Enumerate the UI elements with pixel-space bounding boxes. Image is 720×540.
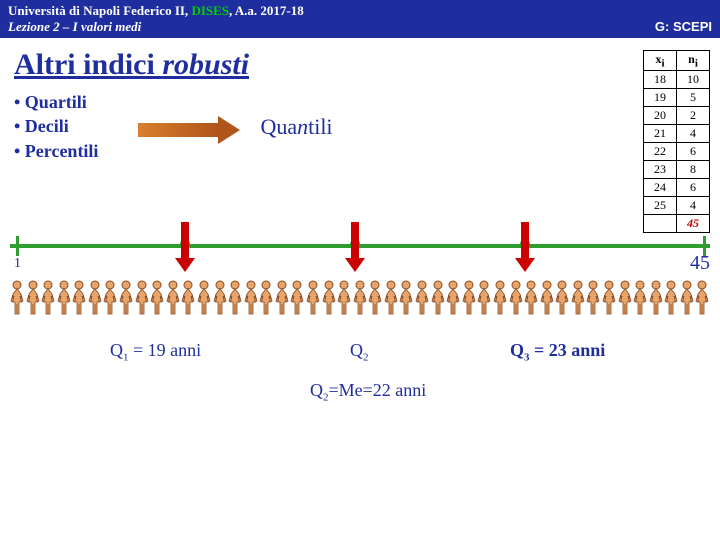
table-row: 246: [644, 179, 710, 197]
author-label: G: SCEPI: [655, 19, 712, 35]
table-row: 254: [644, 197, 710, 215]
person-icon: [213, 280, 227, 316]
table-row: 238: [644, 161, 710, 179]
person-icon: [493, 280, 507, 316]
table-header: xi ni: [644, 51, 710, 71]
header-line1: Università di Napoli Federico II, DISES,…: [8, 3, 712, 19]
person-icon: [524, 280, 538, 316]
numline-axis: [10, 244, 710, 248]
person-icon: [181, 280, 195, 316]
slide-header: Università di Napoli Federico II, DISES,…: [0, 0, 720, 38]
q1-label: Q1 = 19 anni: [110, 340, 201, 364]
col-xi: xi: [644, 51, 677, 71]
slide-title: Altri indici robusti: [0, 38, 720, 90]
person-icon: [88, 280, 102, 316]
person-icon: [197, 280, 211, 316]
person-icon: [57, 280, 71, 316]
person-icon: [10, 280, 24, 316]
person-icon: [462, 280, 476, 316]
person-icon: [618, 280, 632, 316]
title-part2: robusti: [162, 48, 249, 81]
quartile-arrow-icon: [351, 222, 359, 272]
person-icon: [259, 280, 273, 316]
person-icon: [384, 280, 398, 316]
quartile-arrow-icon: [521, 222, 529, 272]
person-icon: [228, 280, 242, 316]
quartile-arrow-icon: [181, 222, 189, 272]
acad-year: , A.a. 2017-18: [229, 3, 304, 18]
table-row: 195: [644, 89, 710, 107]
person-icon: [26, 280, 40, 316]
bullet-percentili: • Percentili: [14, 139, 98, 163]
q2-median-label: Q2=Me=22 anni: [310, 380, 426, 404]
person-icon: [680, 280, 694, 316]
person-icon: [540, 280, 554, 316]
person-icon: [244, 280, 258, 316]
person-icon: [368, 280, 382, 316]
arrow-icon: [138, 116, 240, 144]
numline-label-45: 45: [690, 252, 710, 275]
table-row: 214: [644, 125, 710, 143]
person-icon: [399, 280, 413, 316]
quantili-label: Quantili: [260, 114, 332, 140]
person-icon: [119, 280, 133, 316]
q2-label: Q2: [350, 340, 369, 364]
table-row: 202: [644, 107, 710, 125]
people-row: [10, 280, 710, 316]
univ-name: Università di Napoli Federico II,: [8, 3, 191, 18]
person-icon: [602, 280, 616, 316]
person-icon: [166, 280, 180, 316]
lecture-label: Lezione 2 – I valori medi: [8, 19, 141, 35]
table-row: 226: [644, 143, 710, 161]
person-icon: [431, 280, 445, 316]
q3-label: Q3 = 23 anni: [510, 340, 605, 364]
person-icon: [571, 280, 585, 316]
bullet-decili: • Decili: [14, 114, 98, 138]
person-icon: [275, 280, 289, 316]
title-part1: Altri indici: [14, 48, 162, 81]
person-icon: [509, 280, 523, 316]
person-icon: [306, 280, 320, 316]
person-icon: [353, 280, 367, 316]
person-icon: [477, 280, 491, 316]
person-icon: [41, 280, 55, 316]
person-icon: [633, 280, 647, 316]
person-icon: [415, 280, 429, 316]
person-icon: [72, 280, 86, 316]
bullet-list: • Quartili • Decili • Percentili: [14, 90, 98, 163]
person-icon: [695, 280, 709, 316]
person-icon: [337, 280, 351, 316]
header-line2: Lezione 2 – I valori medi G: SCEPI: [8, 19, 712, 35]
numline-label-1: 1: [14, 256, 21, 272]
table-row: 1810: [644, 71, 710, 89]
person-icon: [103, 280, 117, 316]
person-icon: [150, 280, 164, 316]
person-icon: [586, 280, 600, 316]
bullet-quartili: • Quartili: [14, 90, 98, 114]
person-icon: [290, 280, 304, 316]
content-row: • Quartili • Decili • Percentili Quantil…: [0, 90, 720, 163]
col-ni: ni: [677, 51, 710, 71]
person-icon: [664, 280, 678, 316]
person-icon: [446, 280, 460, 316]
dept-name: DISES: [191, 3, 229, 18]
person-icon: [135, 280, 149, 316]
frequency-table: xi ni 181019520221422623824625445: [643, 50, 710, 233]
person-icon: [322, 280, 336, 316]
tick-left: [16, 236, 19, 256]
person-icon: [555, 280, 569, 316]
person-icon: [649, 280, 663, 316]
